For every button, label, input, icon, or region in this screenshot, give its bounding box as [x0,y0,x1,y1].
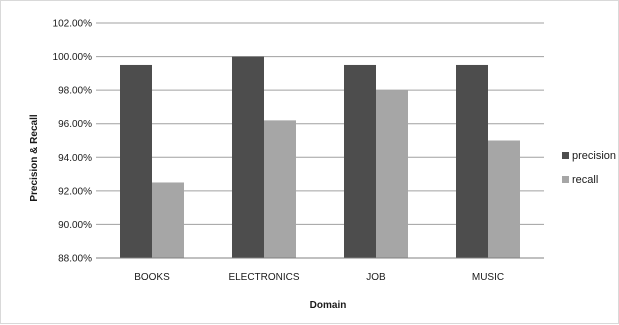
y-axis-title: Precision & Recall [29,114,40,201]
bar-precision-books [120,64,152,258]
bar-precision-music [456,64,488,258]
legend-swatch-precision [562,152,569,159]
bar-precision-job [344,64,376,258]
y-tick-label: 94.00% [58,153,92,164]
legend: precision recall [562,150,616,186]
x-axis-tick-labels: BOOKS ELECTRONICS JOB MUSIC [134,272,504,283]
y-tick-label: 98.00% [58,86,92,97]
y-tick-label: 100.00% [53,52,93,63]
bar-recall-music [488,140,520,258]
x-tick-label: MUSIC [472,272,504,283]
bar-precision-electronics [232,56,264,259]
x-tick-label: ELECTRONICS [228,272,299,283]
bar-recall-electronics [264,120,296,258]
legend-swatch-recall [562,176,569,183]
legend-label-precision: precision [572,150,616,162]
bar-recall-books [152,182,184,258]
y-tick-label: 88.00% [58,254,92,265]
x-tick-label: JOB [366,272,386,283]
bars [120,56,520,259]
y-tick-label: 90.00% [58,220,92,231]
y-axis-tick-labels: 88.00% 90.00% 92.00% 94.00% 96.00% 98.00% 100.… [53,19,93,265]
legend-label-recall: recall [572,174,598,186]
y-tick-label: 96.00% [58,119,92,130]
bar-recall-job [376,90,408,259]
x-axis-title: Domain [310,300,347,311]
x-tick-label: BOOKS [134,272,170,283]
y-tick-label: 102.00% [53,19,93,30]
y-tick-label: 92.00% [58,186,92,197]
